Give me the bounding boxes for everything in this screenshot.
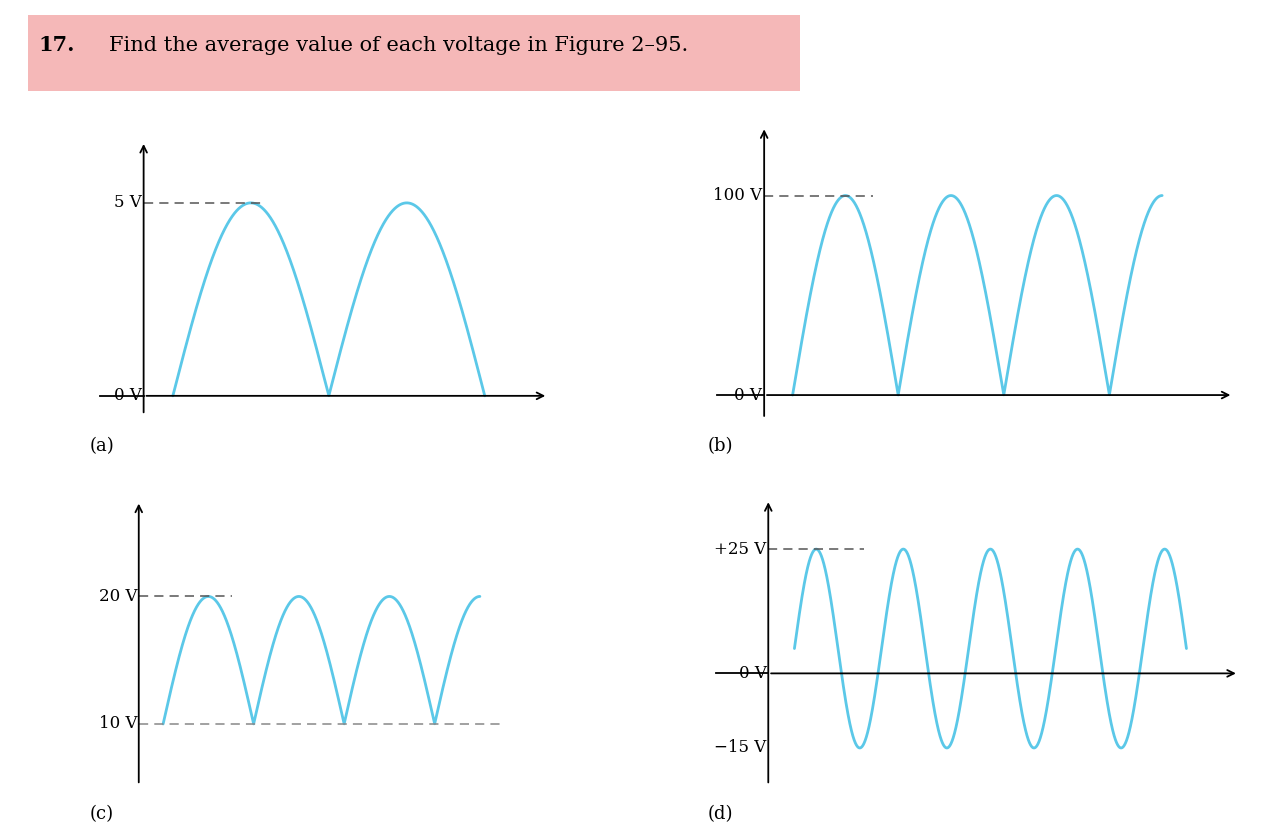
Text: (b): (b): [707, 437, 733, 454]
Text: (a): (a): [90, 437, 114, 454]
Text: 0 V: 0 V: [738, 665, 766, 682]
FancyBboxPatch shape: [28, 15, 800, 91]
Text: 0 V: 0 V: [113, 387, 141, 405]
Text: 17.: 17.: [39, 35, 75, 55]
Text: 10 V: 10 V: [99, 716, 138, 732]
Text: (d): (d): [707, 805, 733, 823]
Text: 5 V: 5 V: [114, 194, 141, 211]
Text: (c): (c): [90, 805, 114, 823]
Text: Find the average value of each voltage in Figure 2–95.: Find the average value of each voltage i…: [109, 36, 688, 54]
Text: 20 V: 20 V: [99, 588, 138, 605]
Text: +25 V: +25 V: [714, 541, 766, 557]
Text: −15 V: −15 V: [714, 739, 766, 757]
Text: 0 V: 0 V: [734, 386, 763, 404]
Text: 100 V: 100 V: [714, 187, 763, 204]
